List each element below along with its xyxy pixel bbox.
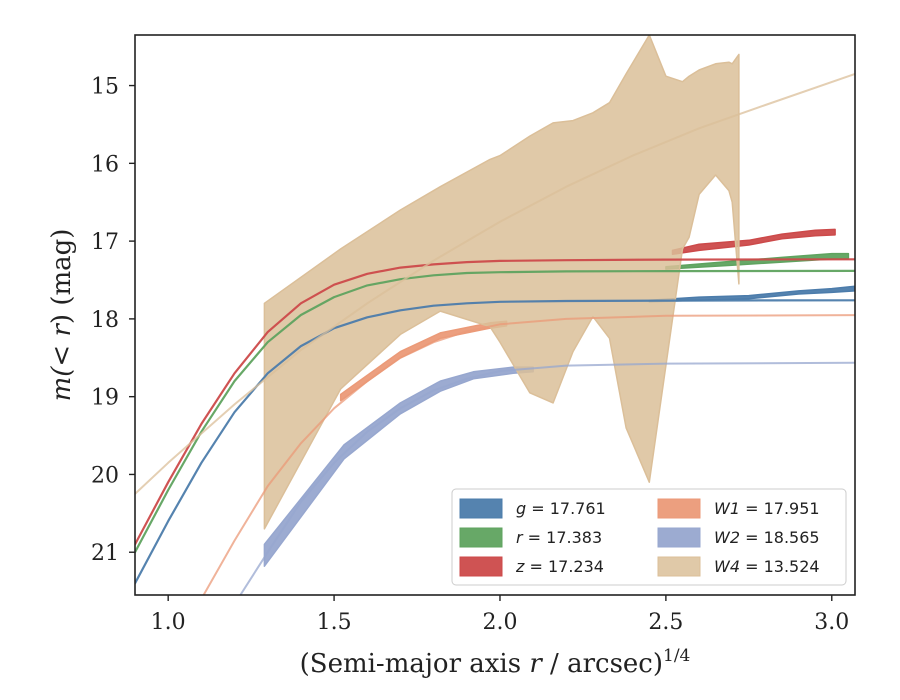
legend-label-w4: W4 = 13.524 — [714, 557, 820, 576]
x-axis: 1.0 1.5 2.0 2.5 3.0 — [151, 595, 849, 635]
x-tick-label: 2.0 — [482, 610, 517, 635]
legend-swatch-z — [459, 556, 503, 577]
band-w4 — [263, 35, 740, 530]
legend-swatch-w1 — [657, 498, 701, 519]
y-tick-label: 18 — [91, 308, 119, 333]
plot-frame — [134, 34, 856, 596]
legend-label-w1: W1 = 17.951 — [714, 499, 820, 518]
y-tick-label: 20 — [91, 463, 119, 488]
x-axis-label: (Semi-major axis r / arcsec)1/4 — [300, 646, 691, 679]
x-tick-label: 2.5 — [648, 610, 683, 635]
band-g — [648, 285, 855, 303]
x-tick-label: 1.0 — [151, 610, 186, 635]
legend-swatch-r — [459, 527, 503, 548]
y-tick-label: 16 — [91, 152, 119, 177]
y-tick-label: 17 — [91, 230, 119, 255]
legend-label-r: r = 17.383 — [516, 528, 602, 547]
legend: g = 17.761 r = 17.383 z = 17.234 W1 = 17.95… — [451, 488, 847, 586]
legend-swatch-g — [459, 498, 503, 519]
band-z — [671, 228, 836, 256]
y-tick-label: 21 — [91, 541, 119, 566]
model-line-group — [135, 72, 855, 595]
model-line-r — [135, 269, 855, 554]
legend-label-z: z = 17.234 — [515, 557, 604, 576]
legend-label-w2: W2 = 18.565 — [714, 528, 820, 547]
model-line-w4 — [135, 72, 855, 495]
x-tick-label: 3.0 — [814, 610, 849, 635]
x-tick-label: 1.5 — [317, 610, 352, 635]
y-tick-label: 15 — [91, 75, 119, 100]
model-line-w1 — [202, 314, 855, 595]
band-group — [263, 35, 855, 567]
model-line-w2 — [239, 361, 855, 595]
y-tick-label: 19 — [91, 386, 119, 411]
legend-swatch-w4 — [657, 556, 701, 577]
y-axis: 15 16 17 18 19 20 21 — [91, 75, 135, 566]
model-line-g — [135, 299, 855, 585]
legend-frame — [451, 488, 847, 586]
y-axis-label: m(< r) (mag) — [47, 229, 77, 402]
legend-label-g: g = 17.761 — [516, 499, 606, 518]
band-r — [665, 252, 850, 270]
legend-swatch-w2 — [657, 527, 701, 548]
model-line-z — [135, 258, 855, 546]
